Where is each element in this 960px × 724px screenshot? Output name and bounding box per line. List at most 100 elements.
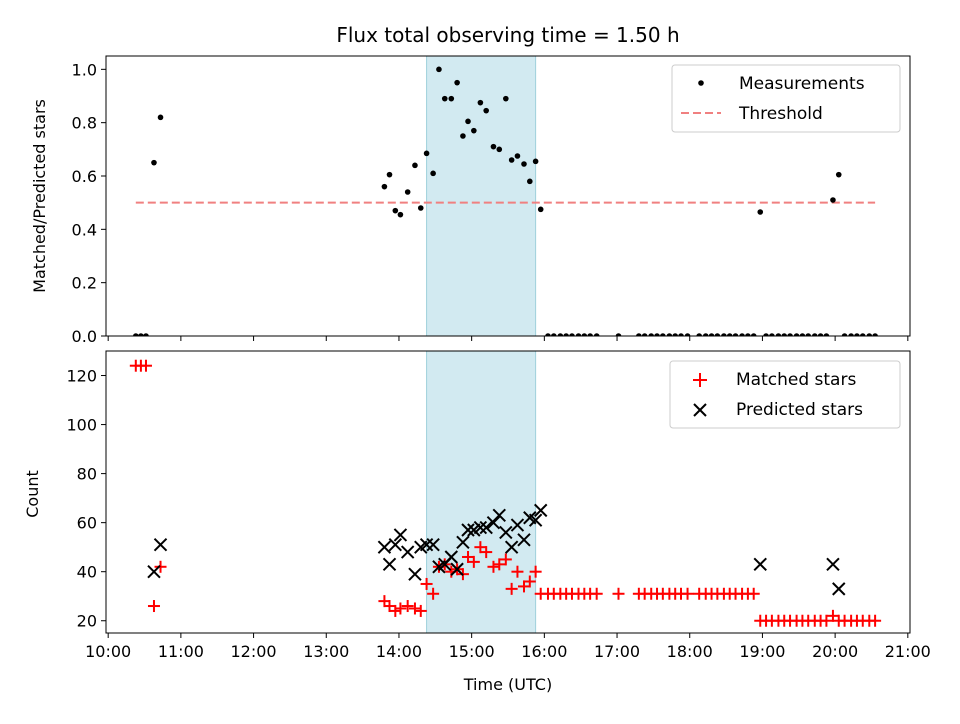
measurement-point — [593, 333, 600, 336]
measurement-point — [496, 146, 503, 153]
legend-predicted-label: Predicted stars — [736, 400, 863, 420]
matched-star-point — [869, 614, 882, 627]
measurement-point — [151, 159, 157, 166]
ratio-y-axis-label: Matched/Predicted stars — [30, 99, 49, 293]
predicted-star-point — [473, 520, 488, 535]
ratio-y-tick-label: 0.2 — [72, 274, 97, 293]
measurement-point — [508, 157, 515, 163]
matched-star-point — [820, 614, 833, 627]
matched-star-point — [480, 546, 493, 559]
measurement-point — [143, 333, 149, 336]
measurement-point — [763, 333, 769, 336]
measurement-point — [386, 171, 393, 178]
predicted-star-point — [444, 550, 459, 564]
matched-star-point — [414, 604, 427, 617]
ratio-y-tick-label: 0.8 — [72, 114, 97, 133]
predicted-star-point — [492, 508, 506, 523]
measurement-point — [793, 333, 800, 336]
legend-matched-marker — [693, 373, 707, 387]
predicted-star-point — [388, 538, 403, 552]
measurement-point — [448, 95, 455, 102]
measurement-point — [859, 333, 866, 336]
measurement-point — [423, 150, 430, 157]
matched-star-point — [681, 587, 694, 600]
measurement-point — [660, 333, 666, 336]
count-y-axis-label: Count — [23, 470, 42, 518]
measurement-point — [721, 333, 727, 336]
matched-star-point — [529, 565, 542, 578]
matched-star-point — [394, 602, 407, 615]
predicted-star-point — [504, 540, 519, 554]
time-x-tick-label: 20:00 — [812, 642, 858, 661]
time-x-tick-label: 21:00 — [885, 642, 931, 661]
measurement-point — [769, 333, 775, 336]
measurement-point — [823, 333, 830, 336]
measurement-point — [696, 333, 702, 336]
measurement-point — [684, 333, 691, 336]
ratio-y-axis: 0.0 0.2 0.4 0.6 0.8 1.0 — [72, 60, 106, 346]
measurement-point — [454, 79, 460, 86]
legend-matched-label: Matched stars — [736, 370, 856, 390]
measurement-point — [732, 333, 739, 336]
predicted-star-point — [510, 518, 525, 532]
matched-star-point — [467, 555, 480, 568]
measurement-point — [811, 333, 818, 336]
predicted-star-point — [753, 557, 767, 572]
predicted-star-point — [456, 535, 470, 549]
measurement-point — [514, 153, 521, 159]
measurement-point — [527, 178, 533, 185]
measurement-point — [666, 333, 673, 336]
predicted-star-point — [419, 538, 434, 552]
matched-star-point — [139, 359, 152, 372]
measurement-point — [636, 333, 642, 336]
ratio-panel: 0.0 0.2 0.4 0.6 0.8 1.0 Flux total observing … — [30, 23, 911, 346]
measurement-point — [381, 183, 388, 190]
measurement-point — [708, 333, 715, 336]
measurement-point — [654, 333, 660, 336]
measurement-point — [714, 333, 721, 336]
measurement-point — [750, 333, 757, 336]
ratio-panel-title: Flux total observing time = 1.50 h — [336, 23, 679, 47]
measurement-point — [550, 333, 557, 336]
predicted-star-point — [499, 525, 513, 540]
measurement-point — [404, 189, 411, 195]
measurement-point — [557, 333, 564, 336]
predicted-star-point — [147, 564, 161, 579]
measurement-point — [545, 333, 551, 336]
matched-star-point — [408, 602, 421, 615]
predicted-star-point — [528, 513, 543, 527]
measurement-point — [835, 171, 842, 178]
measurement-point — [430, 170, 436, 177]
count-y-tick-label: 60 — [77, 514, 97, 533]
predicted-star-point — [534, 503, 548, 518]
measurement-point — [441, 95, 448, 102]
predicted-star-point — [486, 515, 501, 530]
measurement-point — [490, 143, 497, 150]
matched-star-point — [487, 560, 500, 573]
ratio-y-tick-label: 0.0 — [72, 327, 97, 346]
predicted-star-point — [826, 557, 840, 572]
count-y-tick-label: 100 — [66, 416, 97, 435]
measurement-point — [503, 95, 509, 102]
measurement-point — [477, 99, 484, 106]
matched-star-point — [493, 558, 506, 571]
measurement-point — [575, 333, 582, 336]
measurement-points — [133, 66, 878, 336]
measurement-point — [781, 333, 788, 336]
ratio-legend-box — [671, 64, 901, 133]
measurement-point — [757, 209, 764, 215]
measurement-point — [678, 333, 684, 336]
matched-star-point — [420, 577, 433, 590]
measurement-point — [465, 118, 471, 125]
measurement-point — [615, 333, 622, 336]
matched-star-point — [401, 600, 414, 613]
time-x-axis-label: Time (UTC) — [463, 675, 552, 694]
matched-star-point — [511, 565, 524, 578]
count-y-tick-label: 120 — [66, 367, 97, 386]
predicted-star-point — [461, 523, 475, 537]
matched-star-point — [499, 553, 512, 566]
time-x-tick-label: 14:00 — [376, 642, 422, 661]
measurement-point — [532, 158, 539, 165]
measurement-point — [436, 66, 442, 73]
